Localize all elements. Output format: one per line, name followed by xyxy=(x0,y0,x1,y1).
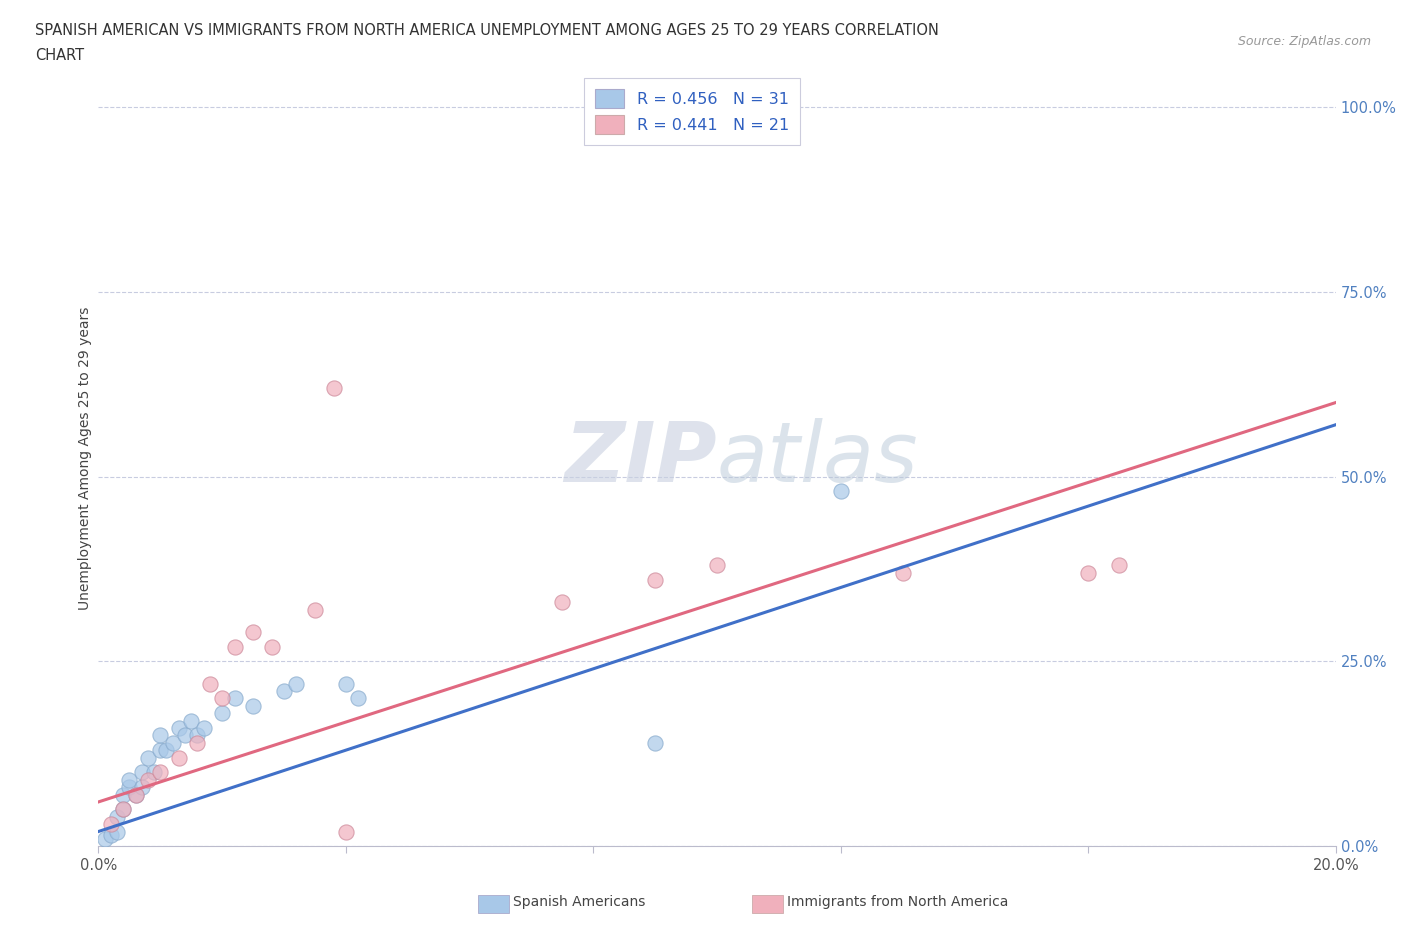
Point xyxy=(198,676,221,691)
Point xyxy=(100,817,122,831)
Point xyxy=(242,698,264,713)
Point xyxy=(193,721,215,736)
Point xyxy=(124,787,146,802)
Point xyxy=(100,828,122,843)
Point xyxy=(211,706,233,721)
Point xyxy=(149,743,172,758)
Text: CHART: CHART xyxy=(35,48,84,63)
Point xyxy=(644,573,666,588)
Point xyxy=(167,751,190,765)
Point xyxy=(162,736,184,751)
Point xyxy=(186,728,208,743)
Point xyxy=(224,691,246,706)
Point xyxy=(891,565,914,580)
Point xyxy=(174,728,197,743)
Point xyxy=(167,721,190,736)
Point xyxy=(242,624,264,639)
Point xyxy=(105,824,128,839)
Point xyxy=(211,691,233,706)
Point xyxy=(551,595,574,610)
Point xyxy=(706,558,728,573)
Legend: R = 0.456   N = 31, R = 0.441   N = 21: R = 0.456 N = 31, R = 0.441 N = 21 xyxy=(585,78,800,145)
Point xyxy=(1077,565,1099,580)
Point xyxy=(93,831,115,846)
Point xyxy=(273,684,295,698)
Text: Immigrants from North America: Immigrants from North America xyxy=(787,895,1008,910)
Point xyxy=(136,751,159,765)
Point xyxy=(124,787,146,802)
Point xyxy=(112,802,135,817)
Point xyxy=(112,787,135,802)
Point xyxy=(131,779,153,794)
Point xyxy=(335,824,357,839)
Point xyxy=(136,772,159,787)
Point xyxy=(149,728,172,743)
Point xyxy=(112,802,135,817)
Point xyxy=(118,772,141,787)
Text: Spanish Americans: Spanish Americans xyxy=(513,895,645,910)
Point xyxy=(131,764,153,779)
Text: atlas: atlas xyxy=(717,418,918,498)
Point xyxy=(260,639,283,654)
Point xyxy=(143,764,166,779)
Point xyxy=(224,639,246,654)
Point xyxy=(644,736,666,751)
Point xyxy=(118,779,141,794)
Point xyxy=(1108,558,1130,573)
Point xyxy=(186,736,208,751)
Point xyxy=(180,713,202,728)
Text: ZIP: ZIP xyxy=(564,418,717,498)
Point xyxy=(155,743,177,758)
Text: SPANISH AMERICAN VS IMMIGRANTS FROM NORTH AMERICA UNEMPLOYMENT AMONG AGES 25 TO : SPANISH AMERICAN VS IMMIGRANTS FROM NORT… xyxy=(35,23,939,38)
Point xyxy=(322,380,344,395)
Text: Source: ZipAtlas.com: Source: ZipAtlas.com xyxy=(1237,35,1371,48)
Point xyxy=(105,809,128,824)
Point xyxy=(347,691,370,706)
Point xyxy=(149,764,172,779)
Point xyxy=(304,603,326,618)
Y-axis label: Unemployment Among Ages 25 to 29 years: Unemployment Among Ages 25 to 29 years xyxy=(79,306,93,610)
Point xyxy=(335,676,357,691)
Point xyxy=(830,484,852,498)
Point xyxy=(285,676,308,691)
